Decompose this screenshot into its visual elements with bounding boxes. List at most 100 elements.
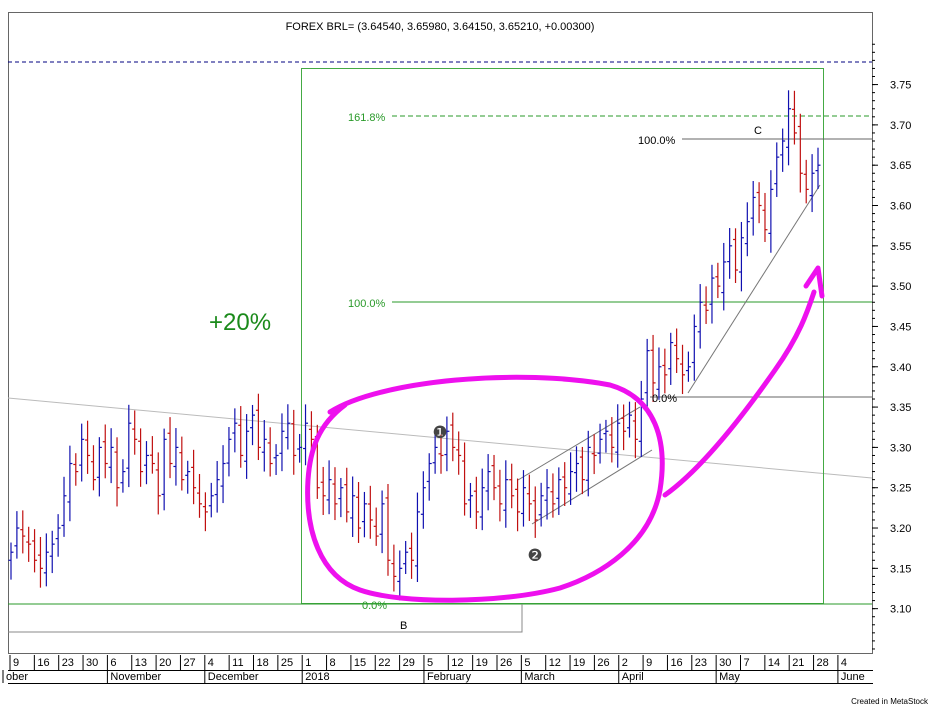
ohlc-bar bbox=[662, 348, 668, 394]
month-label: February bbox=[427, 671, 472, 683]
ohlc-bar bbox=[485, 454, 491, 511]
month-label: May bbox=[719, 671, 740, 683]
ohlc-bar bbox=[185, 460, 191, 494]
ohlc-bar bbox=[67, 445, 73, 522]
ohlc-bar bbox=[138, 428, 144, 487]
wave-number-1: ❶ bbox=[432, 423, 447, 443]
ohlc-bar bbox=[573, 446, 579, 492]
x-tick-label: 13 bbox=[135, 657, 147, 669]
ohlc-bar bbox=[326, 460, 332, 515]
ohlc-bar bbox=[562, 462, 568, 507]
chart-title: FOREX BRL= (3.64540, 3.65980, 3.64150, 3… bbox=[286, 21, 595, 33]
x-tick-label: 21 bbox=[792, 657, 804, 669]
ohlc-bar bbox=[532, 486, 538, 538]
month-label: November bbox=[110, 671, 161, 683]
x-tick-label: 9 bbox=[13, 657, 19, 669]
x-tick-label: 23 bbox=[62, 657, 74, 669]
ohlc-bar bbox=[680, 344, 686, 395]
ohlc-bar bbox=[803, 159, 809, 204]
x-tick-label: 25 bbox=[281, 657, 293, 669]
ohlc-bar bbox=[196, 474, 202, 518]
ohlc-bar bbox=[261, 419, 267, 472]
ohlc-bar bbox=[727, 228, 733, 279]
channel-upper bbox=[517, 406, 641, 481]
ohlc-bar bbox=[591, 434, 597, 475]
ohlc-bar bbox=[356, 482, 362, 543]
ohlc-bar bbox=[774, 142, 780, 197]
ohlc-bar bbox=[526, 474, 532, 521]
fib-label-100: 100.0% bbox=[348, 298, 386, 310]
ohlc-bar bbox=[715, 262, 721, 299]
long-gray-trendline bbox=[7, 397, 873, 479]
ohlc-bar bbox=[279, 413, 285, 472]
ohlc-bar bbox=[462, 442, 468, 516]
ohlc-bar bbox=[114, 437, 120, 507]
y-tick-label: 3.40 bbox=[890, 362, 911, 374]
x-tick-label: 20 bbox=[159, 657, 171, 669]
ohlc-bar bbox=[37, 536, 43, 588]
x-tick-label: 30 bbox=[719, 657, 731, 669]
x-tick-label: 19 bbox=[476, 657, 488, 669]
ohlc-bar bbox=[332, 467, 338, 521]
x-tick-label: 16 bbox=[37, 657, 49, 669]
x-tick-label: 15 bbox=[354, 657, 366, 669]
y-tick-label: 3.35 bbox=[890, 402, 911, 414]
x-tick-label: 6 bbox=[110, 657, 116, 669]
ohlc-bar bbox=[385, 484, 391, 576]
ohlc-bar bbox=[632, 402, 638, 459]
x-tick-label: 5 bbox=[427, 657, 433, 669]
ohlc-bar bbox=[285, 404, 291, 450]
y-tick-label: 3.55 bbox=[890, 241, 911, 253]
ohlc-bar bbox=[627, 401, 633, 438]
ohlc-bar bbox=[538, 482, 544, 527]
x-tick-label: 22 bbox=[378, 657, 390, 669]
ohlc-bar bbox=[291, 409, 297, 475]
ohlc-bar bbox=[8, 542, 14, 580]
month-label: April bbox=[622, 671, 644, 683]
ohlc-bar bbox=[467, 482, 473, 518]
ohlc-bar bbox=[167, 417, 173, 479]
x-axis: 9 16 23 30 6 13 20 27 4 11 18 25 1 8 15 22 29 5 12 19 26 5 12 1… bbox=[2, 655, 865, 683]
ohlc-bar bbox=[409, 532, 415, 579]
y-tick-label: 3.45 bbox=[890, 321, 911, 333]
ohlc-bar bbox=[132, 410, 138, 455]
y-tick-label: 3.50 bbox=[890, 281, 911, 293]
ohlc-bar bbox=[232, 408, 238, 453]
ohlc-bar bbox=[756, 182, 762, 224]
month-label: ober bbox=[6, 671, 28, 683]
x-tick-label: 16 bbox=[670, 657, 682, 669]
ohlc-bar bbox=[497, 469, 503, 522]
ohlc-bar bbox=[509, 463, 515, 509]
magenta-circle bbox=[305, 374, 665, 603]
x-tick-label: 30 bbox=[86, 657, 98, 669]
y-tick-label: 3.30 bbox=[890, 442, 911, 454]
x-tick-label: 11 bbox=[232, 657, 243, 669]
ohlc-bar bbox=[214, 461, 220, 513]
y-tick-label: 3.60 bbox=[890, 201, 911, 213]
ohlc-bar bbox=[96, 437, 102, 497]
chart-frame bbox=[8, 12, 873, 684]
y-axis: 3.10 3.15 3.20 3.25 3.30 3.35 3.40 3.45 3.50 3.55… bbox=[872, 43, 911, 650]
ohlc-bar bbox=[102, 424, 108, 479]
ohlc-bar bbox=[73, 453, 79, 486]
ohlc-bar bbox=[450, 412, 456, 462]
ohlc-bar bbox=[297, 433, 303, 463]
inner-fib-label-100: 100.0% bbox=[638, 135, 676, 147]
ohlc-bar bbox=[238, 406, 244, 468]
ohlc-bar bbox=[585, 430, 591, 497]
ohlc-bar bbox=[143, 441, 149, 485]
ohlc-bar bbox=[49, 530, 55, 574]
ohlc-bar bbox=[609, 417, 615, 463]
ohlc-bar bbox=[43, 533, 49, 587]
x-tick-label: 14 bbox=[768, 657, 780, 669]
ohlc-bar bbox=[644, 338, 650, 408]
x-tick-label: 23 bbox=[695, 657, 707, 669]
x-tick-label: 18 bbox=[257, 657, 269, 669]
channel-lower bbox=[531, 449, 653, 525]
month-label: 2018 bbox=[305, 671, 329, 683]
magenta-arrow-curve bbox=[662, 289, 817, 498]
ohlc-bar bbox=[603, 419, 609, 453]
fib-labels: 161.8% 100.0% 0.0% 100.0% 0.0% bbox=[348, 112, 677, 612]
wave-label-b: B bbox=[400, 620, 407, 632]
